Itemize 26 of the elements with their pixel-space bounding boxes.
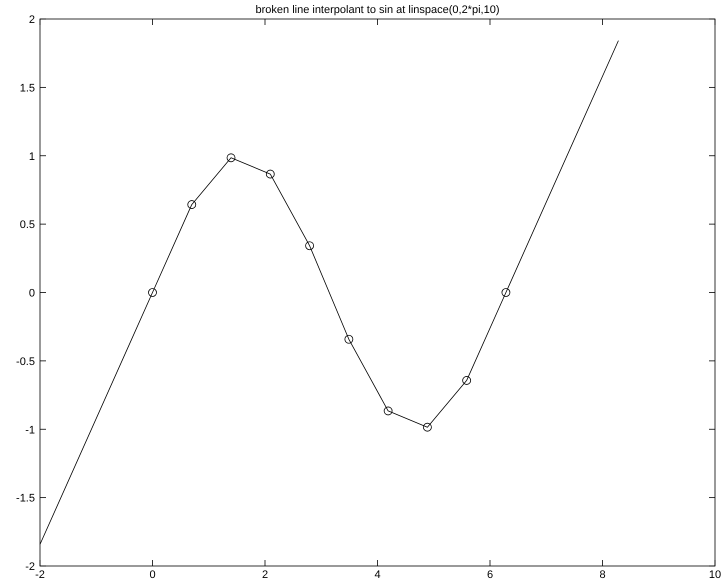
point [462, 376, 472, 385]
y-tick-label: 0.5 [20, 219, 35, 232]
y-tick-label: 1.5 [20, 82, 35, 94]
y-tick-label: -2 [25, 561, 35, 573]
point [305, 241, 314, 250]
point [502, 288, 510, 297]
x-tick-label: 10 [708, 569, 722, 581]
point [344, 334, 354, 344]
point [187, 200, 196, 209]
chart-title: broken line interpolant to sin at linspace(0,2*pi,10) [256, 4, 500, 16]
x-tick-label: 4 [374, 569, 381, 581]
y-tick-label: -0.5 [16, 356, 35, 368]
point [266, 170, 275, 178]
x-tick-label: 8 [599, 569, 606, 581]
point [148, 288, 157, 297]
x-tick-label: 2 [262, 569, 268, 581]
point [226, 153, 236, 162]
y-tick-label: 2 [28, 14, 35, 26]
point [384, 406, 393, 416]
point [422, 422, 432, 432]
x-tick-label: 6 [486, 569, 494, 581]
y-tick-label: -1 [25, 424, 35, 436]
y-tick-label: 1 [28, 150, 35, 163]
x-tick-label: 0 [149, 569, 156, 581]
y-tick-label: 0 [28, 288, 35, 300]
y-tick-label: -1.5 [16, 492, 35, 505]
